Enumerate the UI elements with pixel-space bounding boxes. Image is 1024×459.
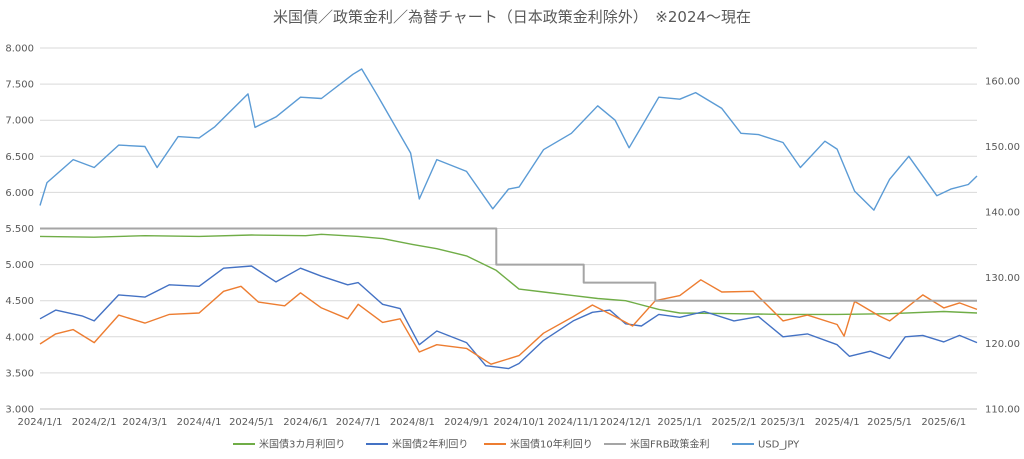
series-line-0 — [39, 233, 978, 316]
legend-label: 米国債2年利回り — [392, 438, 468, 451]
x-tick-label: 2024/3/1 — [122, 417, 167, 428]
x-tick-label: 2024/2/1 — [72, 417, 117, 428]
y-right-tick-label: 110.00 — [985, 405, 1020, 416]
y-right-tick-label: 150.00 — [985, 142, 1020, 153]
x-tick-label: 2024/7/1 — [336, 417, 381, 428]
y-left-tick-label: 4.000 — [5, 332, 34, 343]
x-tick-label: 2025/4/1 — [815, 417, 860, 428]
legend-label: 米国債3カ月利回り — [259, 438, 345, 451]
x-tick-label: 2024/9/1 — [444, 417, 489, 428]
x-tick-label: 2024/12/1 — [600, 417, 651, 428]
y-right-tick-label: 130.00 — [985, 273, 1020, 284]
legend-label: USD_JPY — [758, 440, 800, 451]
y-left-tick-label: 5.500 — [5, 224, 34, 235]
y-axis-left: 3.000 3.500 4.000 4.500 5.000 5.500 6.000 6.500… — [5, 44, 34, 416]
y-left-tick-label: 5.000 — [5, 260, 34, 271]
x-tick-label: 2025/6/1 — [921, 417, 966, 428]
x-tick-label: 2025/2/1 — [712, 417, 757, 428]
y-left-tick-label: 8.000 — [5, 44, 34, 55]
y-left-tick-label: 4.500 — [5, 296, 34, 307]
series-line-3 — [40, 227, 977, 302]
x-tick-label: 2024/5/1 — [229, 417, 274, 428]
y-left-tick-label: 3.000 — [5, 405, 34, 416]
chart-title: 米国債／政策金利／為替チャート（日本政策金利除外） ※2024～現在 — [273, 8, 751, 26]
series-line-4 — [39, 68, 978, 211]
x-tick-label: 2024/10/1 — [493, 417, 544, 428]
series-lines — [39, 68, 978, 370]
legend-label: 米国FRB政策金利 — [630, 438, 710, 451]
x-tick-label: 2025/1/1 — [657, 417, 702, 428]
series-line-1 — [39, 265, 978, 370]
legend-label: 米国債10年利回り — [510, 438, 593, 451]
y-left-tick-label: 7.000 — [5, 116, 34, 127]
y-right-tick-label: 140.00 — [985, 208, 1020, 219]
y-right-tick-label: 120.00 — [985, 339, 1020, 350]
y-left-tick-label: 6.000 — [5, 188, 34, 199]
y-left-tick-label: 6.500 — [5, 152, 34, 163]
x-tick-label: 2024/4/1 — [177, 417, 222, 428]
series-line-2 — [39, 279, 978, 365]
x-axis: 2024/1/1 2024/2/1 2024/3/1 2024/4/1 2024/5/1… — [18, 408, 977, 428]
y-right-tick-label: 160.00 — [985, 76, 1020, 87]
legend: 米国債3カ月利回り 米国債2年利回り 米国債10年利回り 米国FRB政策金利 USD_J… — [233, 438, 800, 451]
x-tick-label: 2025/3/1 — [760, 417, 805, 428]
x-tick-label: 2024/6/1 — [283, 417, 328, 428]
x-tick-label: 2024/11/1 — [548, 417, 599, 428]
x-tick-label: 2024/8/1 — [390, 417, 435, 428]
y-left-tick-label: 3.500 — [5, 368, 34, 379]
x-tick-label: 2025/5/1 — [867, 417, 912, 428]
y-axis-right: 110.00 120.00 130.00 140.00 150.00 160.00 — [985, 76, 1020, 415]
y-left-tick-label: 7.500 — [5, 80, 34, 91]
x-tick-label: 2024/1/1 — [18, 417, 63, 428]
